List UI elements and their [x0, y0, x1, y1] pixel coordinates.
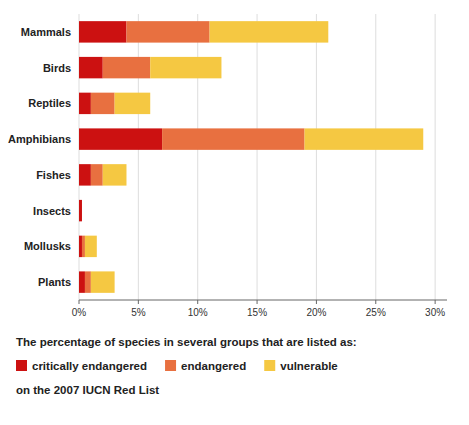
- bar: [85, 271, 91, 292]
- category-label: Reptiles: [28, 97, 71, 109]
- chart: 0% 5% 10% 15% 20% 25% 30% Mammals Birds Reptiles A…: [0, 0, 469, 425]
- subtitle: on the 2007 IUCN Red List: [16, 384, 159, 396]
- category-label: Fishes: [36, 169, 71, 181]
- grid-line: [257, 14, 258, 300]
- category-label: Insects: [33, 205, 71, 217]
- legend-swatch: [16, 360, 27, 371]
- bars: [79, 21, 423, 293]
- legend-label: endangered: [181, 360, 246, 372]
- bar: [82, 236, 85, 257]
- grid-line: [435, 14, 436, 300]
- bar: [79, 164, 91, 185]
- bar: [91, 164, 103, 185]
- tick-label: 30%: [425, 307, 445, 318]
- legend-label: critically endangered: [32, 360, 147, 372]
- bar: [91, 93, 115, 114]
- bar: [79, 128, 162, 149]
- legend: critically endangered endangered vulnerabl…: [16, 360, 338, 372]
- tick-mark: [79, 300, 80, 304]
- category-label: Amphibians: [8, 133, 71, 145]
- bar: [79, 21, 126, 42]
- bar: [79, 93, 91, 114]
- title: The percentage of species in several gro…: [16, 336, 357, 348]
- tick-label: 20%: [306, 307, 326, 318]
- bar: [210, 21, 329, 42]
- legend-label: vulnerable: [280, 360, 338, 372]
- category-label: Birds: [43, 62, 71, 74]
- bar: [103, 164, 127, 185]
- tick-mark: [257, 300, 258, 304]
- category-label: Plants: [38, 276, 71, 288]
- bar: [91, 271, 115, 292]
- bar: [305, 128, 424, 149]
- tick-mark: [197, 300, 198, 304]
- legend-swatch: [165, 360, 176, 371]
- category-label: Mollusks: [24, 240, 71, 252]
- grid-line: [375, 14, 376, 300]
- bar: [162, 128, 304, 149]
- bar: [150, 57, 221, 78]
- grid-line: [316, 14, 317, 300]
- tick-label: 5%: [131, 307, 146, 318]
- tick-label: 15%: [247, 307, 267, 318]
- tick-label: 10%: [188, 307, 208, 318]
- bar: [103, 57, 150, 78]
- bar: [79, 236, 82, 257]
- legend-swatch: [264, 360, 275, 371]
- tick-mark: [316, 300, 317, 304]
- bar: [85, 236, 97, 257]
- bar: [79, 57, 103, 78]
- tick-label: 0%: [72, 307, 87, 318]
- bar: [81, 200, 82, 221]
- bar: [79, 271, 85, 292]
- bar: [81, 200, 82, 221]
- tick-mark: [375, 300, 376, 304]
- tick-mark: [138, 300, 139, 304]
- tick-label: 25%: [366, 307, 386, 318]
- bar: [79, 200, 82, 221]
- bar: [115, 93, 151, 114]
- tick-mark: [435, 300, 436, 304]
- grid: [79, 14, 435, 300]
- category-label: Mammals: [21, 26, 71, 38]
- bar: [126, 21, 209, 42]
- x-axis: [79, 300, 447, 301]
